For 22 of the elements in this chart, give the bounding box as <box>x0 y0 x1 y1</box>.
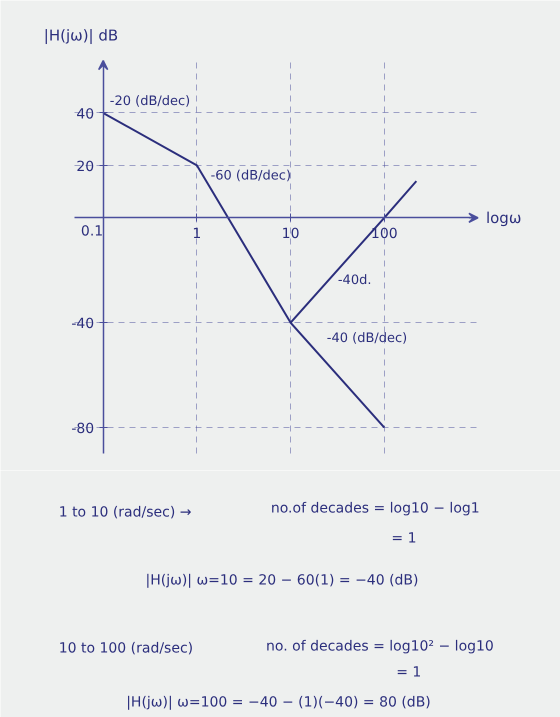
x-axis-title: logω <box>486 208 522 227</box>
y-tick-label: -40 <box>71 316 94 332</box>
text: no. of decades = log10² − log10 <box>266 638 494 654</box>
annotation: -20 (dB/dec) <box>110 94 190 110</box>
y-axis-title: |H(jω)| dB <box>44 26 118 45</box>
x-tick-label: 100 <box>370 226 398 242</box>
x-tick-label: 1 <box>192 226 202 242</box>
x-tick-label: 10 <box>282 226 300 242</box>
text: |H(jω)| ω=100 = −40 − (1)(−40) = 80 (dB) <box>126 694 431 710</box>
x-tick-label: 0.1 <box>80 223 104 240</box>
annotation: -60 (dB/dec) <box>210 168 292 184</box>
text: = 1 <box>391 530 416 546</box>
annotation: -40 (dB/dec) <box>326 331 408 346</box>
annotation: -40d. <box>338 273 372 288</box>
text: no.of decades = log10 − log1 <box>270 500 480 516</box>
text: |H(jω)| ω=10 = 20 − 60(1) = −40 (dB) <box>146 572 418 588</box>
y-tick-label: -80 <box>71 420 94 437</box>
text: 10 to 100 (rad/sec) <box>58 640 194 656</box>
y-tick-label: 20 <box>76 158 94 175</box>
text: = 1 <box>396 664 422 680</box>
text: 1 to 10 (rad/sec) → <box>58 504 192 520</box>
y-tick-label: 40 <box>76 106 94 122</box>
